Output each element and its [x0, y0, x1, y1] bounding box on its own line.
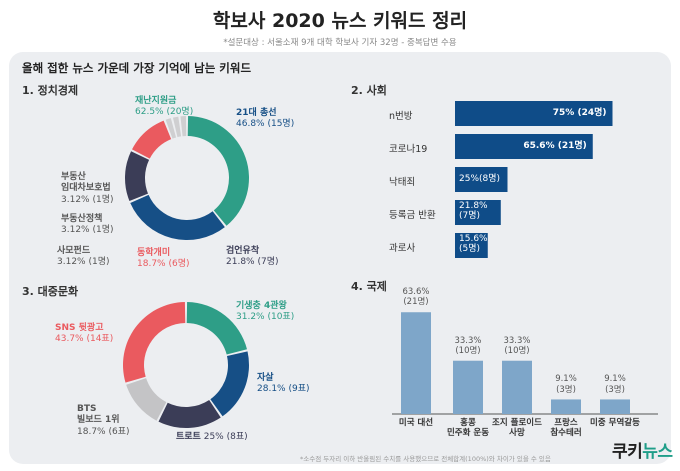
society-bar-1 [455, 134, 593, 159]
brand-logo: 쿠키뉴스 [612, 442, 673, 462]
culture-label-suicide: 자살 28.1% (9표) [257, 373, 310, 395]
world-bar-4 [600, 399, 630, 414]
world-bar-value: 63.6% (21명) [402, 287, 430, 308]
world-bar-1 [453, 360, 483, 414]
culture-donut-slice-2 [158, 400, 221, 428]
society-bar-2 [455, 167, 508, 192]
world-bar-value: 33.3% (10명) [454, 335, 482, 356]
society-bar-value: 21.8% (7명) [459, 201, 488, 222]
page-title: 학보사 2020 뉴스 키워드 정리 [212, 10, 468, 32]
world-bar-category: 프랑스 참수테러 [550, 418, 582, 439]
culture-donut-slice-3 [126, 378, 167, 421]
culture-label-sns-ads: SNS 뒷광고 43.7% (14표) [55, 323, 114, 345]
section-title-society: 2. 사회 [351, 84, 387, 97]
world-bar-3 [551, 399, 581, 414]
society-bar-label: 낙태죄 [389, 177, 416, 188]
footnote: *소수점 두자리 이하 반올림된 수치를 사용했으므로 전체합계(100%)와 … [300, 455, 551, 463]
culture-donut-slice-1 [210, 351, 250, 417]
politics-label-election: 21대 총선 46.8% (15명) [236, 108, 295, 130]
politics-label-collusion: 검언유착 21.8% (7명) [226, 246, 279, 268]
politics-label-fund: 사모펀드 3.12% (1명) [57, 246, 110, 268]
politics-donut-slice-0 [187, 116, 249, 226]
survey-note: *설문대상 : 서울소재 9개 대학 학보사 기자 32명 - 중복답변 수용 [223, 38, 457, 48]
politics-donut-slice-1 [130, 194, 225, 240]
society-bar-label: 등록금 반환 [389, 210, 436, 221]
politics-donut-slice-3 [132, 120, 172, 159]
section-title-culture: 3. 대중문화 [22, 285, 79, 298]
society-bar-value: 75% (24명) [552, 108, 607, 118]
politics-donut-slice-4 [165, 118, 177, 139]
politics-donut-slice-6 [180, 116, 187, 137]
world-bar-value: 33.3% (10명) [503, 335, 531, 356]
world-bar-category: 미중 무역갈등 [590, 418, 640, 428]
society-bar-label: n번방 [389, 111, 413, 122]
culture-donut-slice-4 [122, 302, 186, 383]
culture-donut-slice-0 [186, 302, 248, 355]
politics-donut-slice-2 [125, 151, 150, 202]
section-title-world: 4. 국제 [351, 280, 387, 293]
society-bar-label: 코로나19 [389, 144, 428, 155]
world-bar-category: 미국 대선 [398, 418, 434, 428]
politics-label-ants: 동학개미 18.7% (6명) [137, 248, 190, 270]
world-bar-0 [401, 312, 431, 414]
world-bar-value: 9.1% (3명) [555, 374, 577, 395]
politics-donut-slice-5 [172, 116, 182, 138]
world-bar-value: 9.1% (3명) [604, 374, 626, 395]
question-heading: 올해 접한 뉴스 가운데 가장 기억에 남는 키워드 [22, 61, 252, 75]
society-bar-value: 15.6% (5명) [459, 234, 488, 255]
section-title-politics: 1. 정치경제 [22, 84, 79, 97]
politics-label-relief: 재난지원금 62.5% (20명) [135, 96, 194, 118]
society-bar-value: 25%(8명) [459, 174, 501, 184]
society-bar-value: 65.6% (21명) [523, 141, 587, 151]
culture-label-trot: 트로트 25% (8표) [176, 432, 248, 442]
culture-label-bts: BTS 빌보드 1위 18.7% (6표) [77, 404, 130, 437]
politics-label-lease-law: 부동산 임대차보호법 3.12% (1명) [61, 172, 114, 205]
society-bar-4 [455, 233, 488, 258]
society-bar-label: 과로사 [389, 243, 416, 254]
society-bar-0 [455, 101, 613, 126]
culture-label-parasite: 기생충 4관왕 31.2% (10표) [236, 301, 295, 323]
world-bar-category: 조지 플로이드 사망 [492, 418, 542, 439]
politics-label-realestate-policy: 부동산정책 3.12% (1명) [61, 214, 114, 236]
society-bar-3 [455, 200, 501, 225]
world-bar-2 [502, 360, 532, 414]
world-bar-category: 홍콩 민주화 운동 [446, 418, 490, 439]
